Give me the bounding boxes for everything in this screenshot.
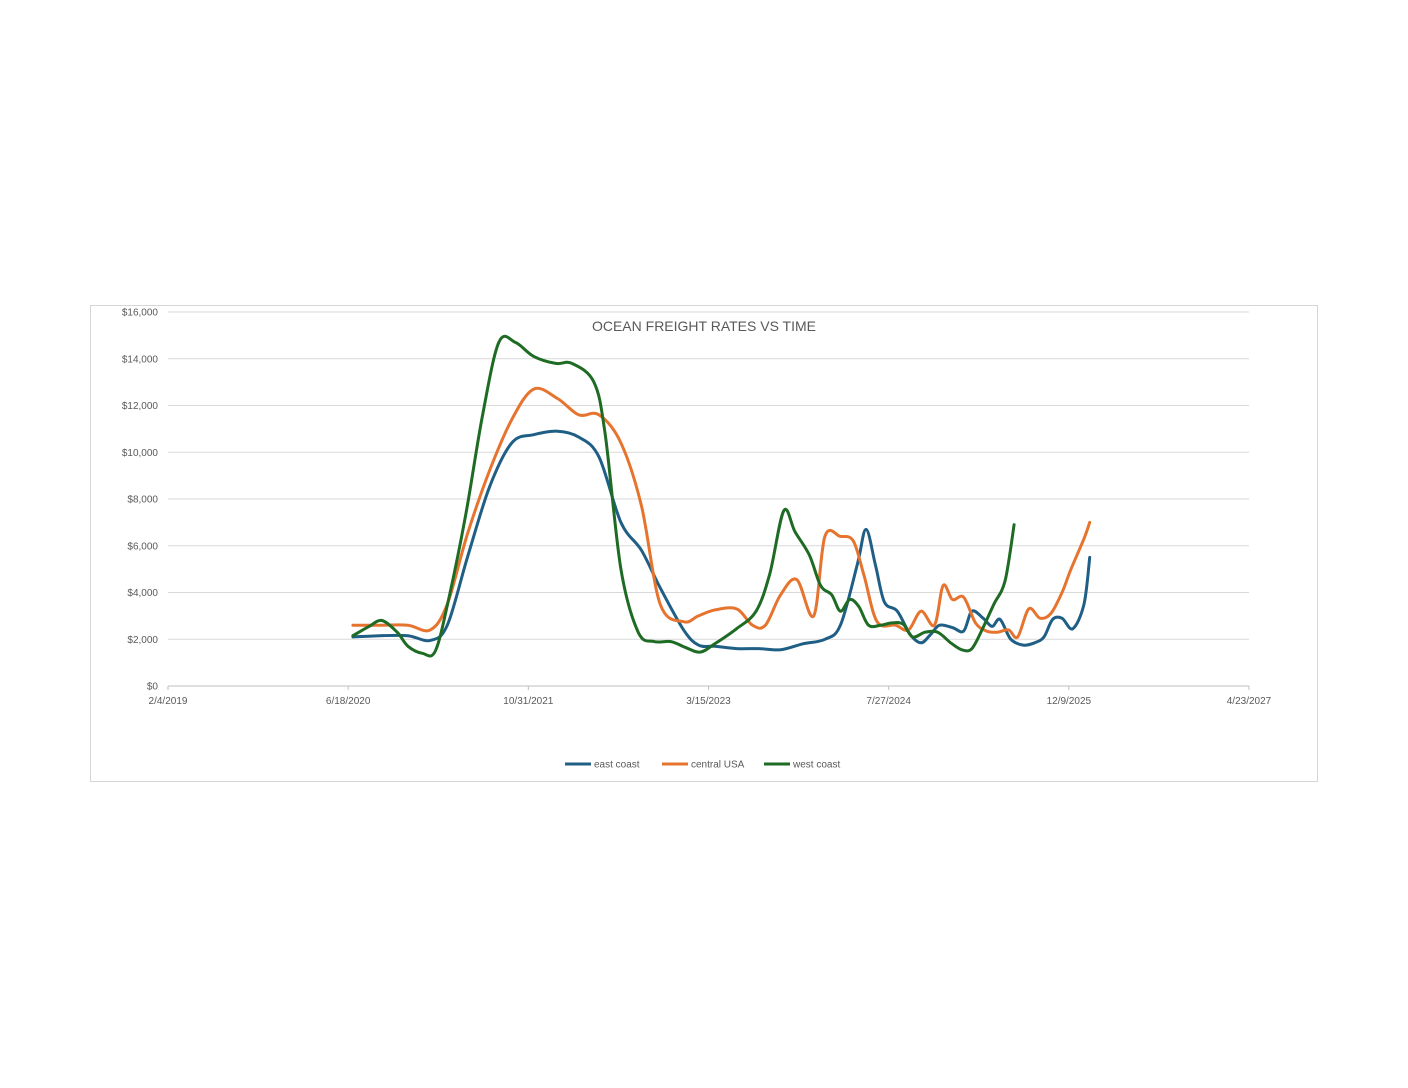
series-line-west-coast <box>351 334 1016 658</box>
y-tick-label: $6,000 <box>127 541 158 552</box>
legend-item-east-coast: east coast <box>565 760 640 771</box>
y-tick-label: $8,000 <box>127 495 158 506</box>
legend-item-central-usa: central USA <box>662 760 745 771</box>
x-tick-label: 4/23/2027 <box>1227 696 1272 707</box>
y-tick-label: $2,000 <box>127 635 158 646</box>
y-tick-label: $14,000 <box>122 354 159 365</box>
legend: east coast central USA west coast <box>565 760 840 771</box>
gridlines <box>168 311 1249 687</box>
legend-label: west coast <box>792 760 840 771</box>
series-line-central-usa <box>351 386 1092 640</box>
legend-item-west-coast: west coast <box>764 760 840 771</box>
x-tick-label: 12/9/2025 <box>1047 696 1092 707</box>
x-tick-label: 7/27/2024 <box>866 696 911 707</box>
x-tick-label: 6/18/2020 <box>326 696 371 707</box>
y-tick-label: $10,000 <box>122 448 159 459</box>
y-tick-label: $0 <box>147 682 159 693</box>
x-tick-label: 2/4/2019 <box>149 696 188 707</box>
x-tick-label: 10/31/2021 <box>503 696 553 707</box>
chart-frame <box>90 305 1318 782</box>
series-lines <box>351 334 1092 658</box>
legend-label: central USA <box>691 760 745 771</box>
y-axis-labels: $0 $2,000 $4,000 $6,000 $8,000 $10,000 $12,000… <box>122 308 159 693</box>
y-tick-label: $12,000 <box>122 401 159 412</box>
y-tick-label: $16,000 <box>122 308 159 319</box>
legend-label: east coast <box>594 760 640 771</box>
y-tick-label: $4,000 <box>127 588 158 599</box>
chart-title: OCEAN FREIGHT RATES VS TIME <box>592 318 816 334</box>
x-axis-labels: 2/4/2019 6/18/2020 10/31/2021 3/15/2023 7/27… <box>149 686 1272 707</box>
series-line-east-coast <box>351 429 1092 652</box>
x-tick-label: 3/15/2023 <box>686 696 731 707</box>
